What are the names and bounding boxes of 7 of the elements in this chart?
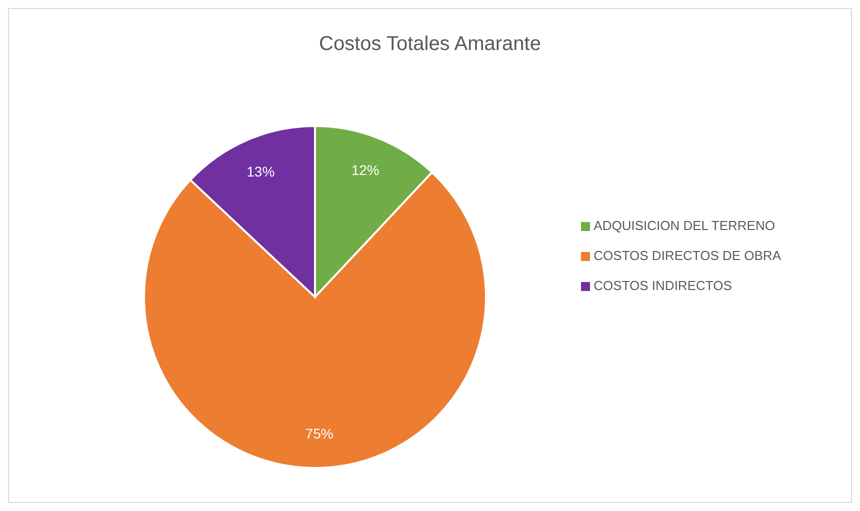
data-label: 13% — [246, 163, 275, 180]
data-label: 12% — [351, 162, 380, 178]
legend-label: COSTOS INDIRECTOS — [594, 278, 732, 292]
legend-label: COSTOS DIRECTOS DE OBRA — [594, 248, 781, 262]
data-label: 75% — [305, 426, 334, 442]
legend-label: ADQUISICION DEL TERRENO — [594, 218, 775, 232]
chart-title: Costos Totales Amarante — [318, 33, 542, 56]
